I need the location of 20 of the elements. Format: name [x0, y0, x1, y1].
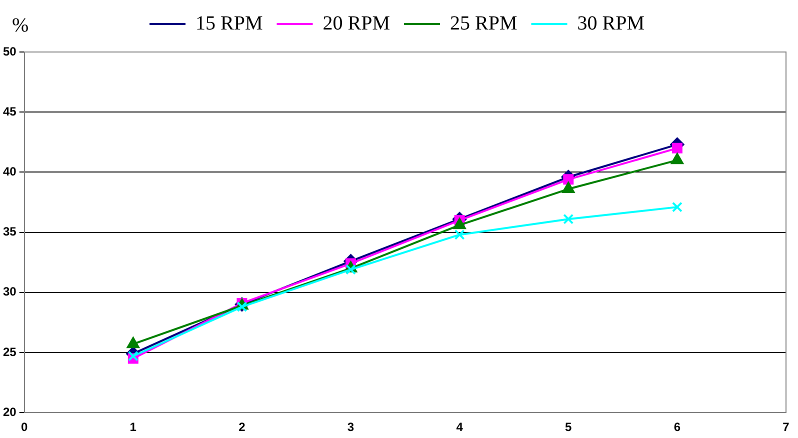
legend-label: 15 RPM — [196, 12, 263, 34]
y-tick-label: 25 — [2, 344, 17, 359]
x-tick-label: 1 — [130, 420, 137, 434]
x-tick-label: 2 — [238, 420, 246, 434]
y-axis-title: % — [12, 14, 29, 36]
y-tick-label: 45 — [2, 104, 17, 118]
legend-label: 25 RPM — [450, 12, 518, 34]
x-tick-label: 4 — [456, 420, 464, 434]
x-tick-label: 5 — [565, 420, 572, 434]
y-tick-label: 40 — [2, 164, 17, 179]
x-tick-label: 3 — [347, 420, 354, 434]
x-tick-label: 0 — [21, 420, 28, 434]
y-tick-label: 50 — [2, 44, 17, 58]
legend-label: 30 RPM — [577, 12, 645, 34]
y-tick-label: 35 — [2, 224, 17, 239]
y-tick-label: 30 — [2, 284, 17, 299]
x-tick-label: 7 — [782, 420, 790, 434]
legend-label: 20 RPM — [322, 12, 390, 34]
y-tick-label: 20 — [2, 404, 17, 419]
x-tick-label: 6 — [674, 420, 681, 434]
